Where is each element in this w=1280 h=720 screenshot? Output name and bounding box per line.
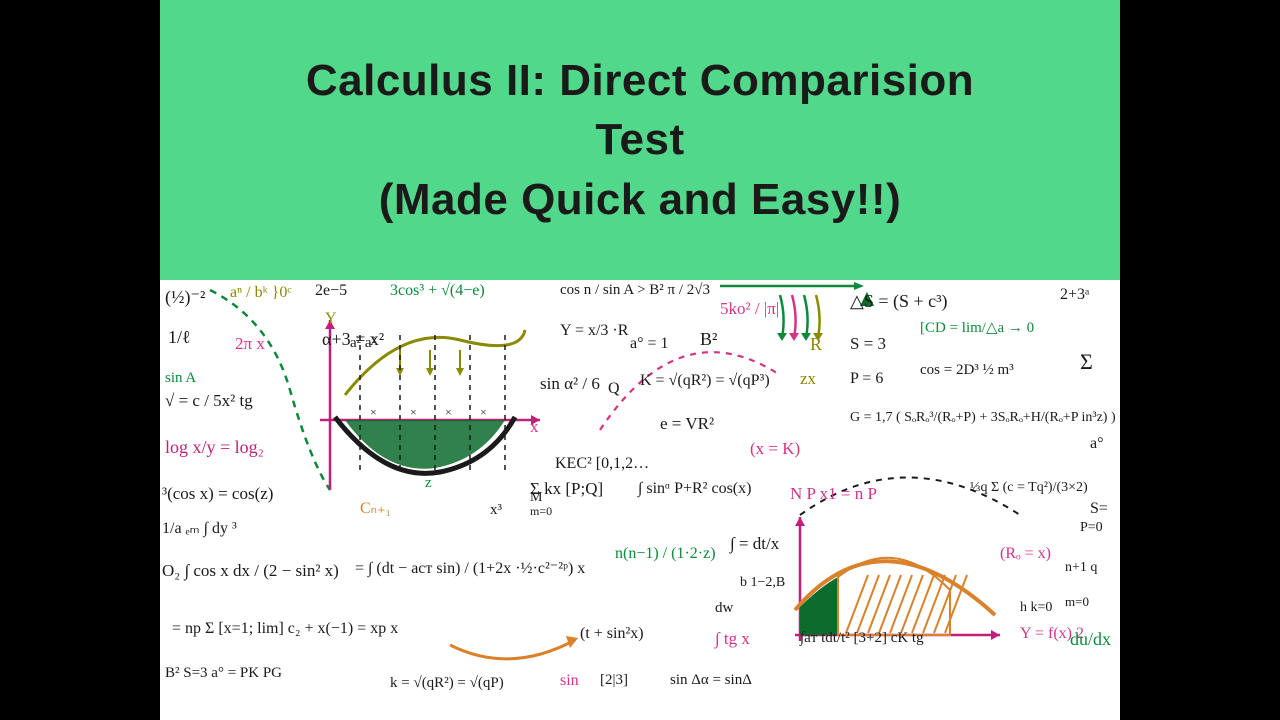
formula-f35: x³ [490,502,502,519]
content-area: Calculus II: Direct Comparision Test (Ma… [160,0,1120,720]
svg-text:×: × [480,405,487,419]
formula-f52: (t + sin²x) [580,625,644,643]
formula-f67: z [425,475,432,492]
formula-f48: (Rₒ = x) [1000,545,1051,563]
title-line-3: (Made Quick and Easy!!) [379,170,902,229]
formula-f54: ∫ tg x [715,630,750,649]
formula-f46: ∫ = dt/x [730,535,779,554]
formula-f55: ∫aт tdt/t² [3+2] cK tg [800,630,924,647]
formula-f47: b 1−2,B [740,575,785,590]
formula-f61: k = √(qR²) = √(qP) [390,675,504,692]
formula-f14: B² [700,330,717,350]
formula-f34: Cₙ₊₁ [360,500,391,518]
formula-f9: 1/ℓ [168,328,191,348]
formula-f62: sin [560,672,579,690]
formula-f23: zx [800,370,816,389]
formula-f65: Y [325,310,337,328]
formula-f66: a² a² [350,335,376,352]
formula-f25: cos = 2D³ ½ m³ [920,362,1014,379]
formula-f7: △S = (S + c³) [850,292,948,312]
formula-f37: m=0 [530,505,552,518]
formula-f10: 2π x [235,335,265,354]
formula-f42: 1/a ₑₘ ∫ dy ³ [162,520,237,538]
formula-f53: dw [715,600,733,617]
formula-f56: h k=0 [1020,600,1052,615]
formula-f15: R [810,335,822,355]
formula-f31: a° [1090,435,1104,453]
formula-f27: log x/y = log₂ [165,438,264,458]
formula-f2: aⁿ / bᵏ }0ᶜ [230,284,291,302]
formula-f6: 5ko² / |π| [720,300,779,319]
formula-f3: 2e−5 [315,282,347,300]
formula-f13: a° = 1 [630,335,669,353]
formula-f29: (x = K) [750,440,800,459]
title-line-2: Test [595,110,684,169]
svg-text:×: × [410,405,417,419]
formula-f24: P = 6 [850,370,883,388]
formula-f63: [2|3] [600,672,628,689]
formula-f1: (½)⁻² [165,288,205,308]
formula-f26: Σ [1080,350,1093,374]
formula-f40: ⅓q Σ (c = Tq²)/(3×2) [970,480,1088,495]
formula-f5: cos n / sin A > B² π / 2√3 [560,282,710,299]
title-banner: Calculus II: Direct Comparision Test (Ma… [160,0,1120,280]
formula-f69: M [530,490,542,505]
math-formula-background: × × × × (½)⁻² aⁿ / bᵏ }0ᶜ 2e−5 3cos³ + √(4−e) c… [160,280,1120,720]
formula-f39: N P x1 = n P [790,485,877,504]
formula-f64: sin Δα = sinΔ [670,672,752,689]
formula-f12: Y = x/3 ·R [560,322,628,340]
title-line-1: Calculus II: Direct Comparision [306,51,974,110]
formula-f44: = ∫ (dt − acт sin) / (1+2x ·½·c²⁻²ᵖ) x [355,560,585,578]
formula-f20: sin α² / 6 [540,375,600,394]
formula-f8: 2+3ᵃ [1060,286,1089,304]
formula-f51: = np Σ [x=1; lim] c₂ + x(−1) = xp x [172,620,398,638]
formula-f4: 3cos³ + √(4−e) [390,282,485,300]
formula-f30: G = 1,7 ( SₒRₒ³/(Rₒ+P) + 3SₒRₒ+H/(Rₒ+P i… [850,410,1116,425]
formula-f28: e = VR² [660,415,714,434]
formula-f43: O₂ ∫ cos x dx / (2 − sin² x) [162,562,339,581]
svg-text:×: × [370,405,377,419]
formula-f45: n(n−1) / (1·2·z) [615,545,716,563]
formula-f38: ∫ sinᵅ P+R² cos(x) [638,480,751,498]
svg-text:×: × [445,405,452,419]
formula-f58: m=0 [1065,595,1089,609]
formula-f50: n+1 q [1065,560,1097,575]
formula-f18: sin A [165,370,196,387]
formula-f19: √ = c / 5x² tg [165,392,253,411]
formula-f16: S = 3 [850,335,886,354]
formula-f17: [CD = lim/△a → 0 [920,320,1034,337]
formula-f59: du/dx [1070,630,1111,650]
formula-f33: KEC² [0,1,2… [555,455,649,473]
formula-f41: S= [1090,500,1108,518]
formula-f32: ³(cos x) = cos(z) [162,485,273,504]
formula-f68: x [530,418,539,437]
formula-f22: K = √(qR²) = √(qP³) [640,372,770,390]
formula-f21: Q [608,380,620,398]
formula-f49: P=0 [1080,520,1103,535]
formula-f60: B² S=3 a° = PK PG [165,665,282,682]
